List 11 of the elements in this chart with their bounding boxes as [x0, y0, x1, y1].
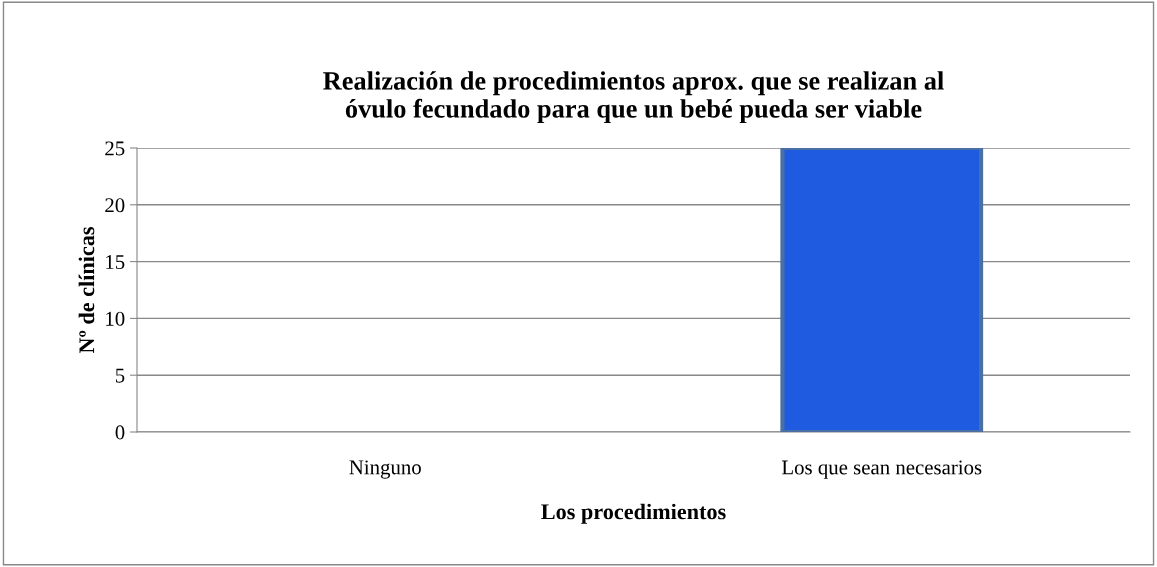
- y-tick-label: 5: [115, 368, 125, 383]
- y-tick-label: 10: [106, 311, 125, 326]
- chart-title: Realización de procedimientos aprox. que se realizan al óvulo fecundado para que un bebé pueda ser viable: [323, 71, 944, 124]
- x-tick-label: Los que sean necesarios: [781, 460, 982, 479]
- y-tick-label: 15: [106, 255, 125, 270]
- y-tick-label: 0: [115, 425, 125, 440]
- x-tick-label: Ninguno: [349, 460, 421, 479]
- x-axis-title: Los procedimientos: [541, 503, 726, 524]
- y-tick-label: 25: [105, 141, 125, 156]
- y-axis-title: Nº de clínicas: [78, 227, 95, 354]
- y-tick-label: 20: [105, 198, 125, 213]
